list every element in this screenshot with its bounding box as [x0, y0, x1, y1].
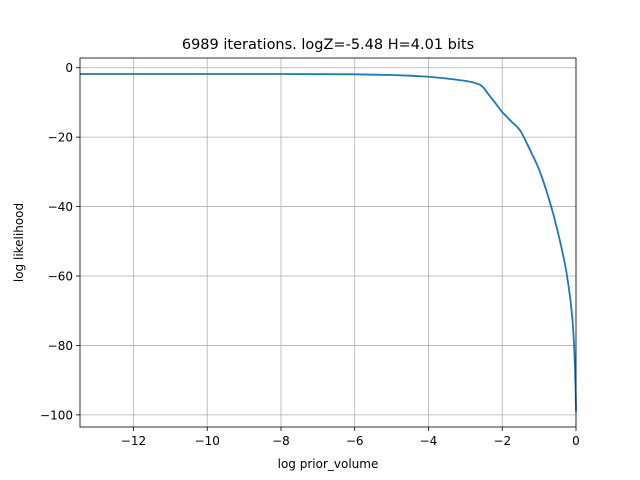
- x-axis-label: log prior_volume: [278, 457, 379, 471]
- grid: [80, 58, 577, 427]
- y-tick-label: −20: [48, 131, 73, 145]
- x-tick-label: −8: [272, 434, 290, 448]
- x-tick-label: −10: [195, 434, 220, 448]
- chart-title: 6989 iterations. logZ=-5.48 H=4.01 bits: [182, 37, 474, 53]
- x-tick-label: −12: [121, 434, 146, 448]
- y-tick-label: 0: [65, 61, 73, 75]
- x-tick-label: −2: [493, 434, 511, 448]
- y-tick-label: −60: [48, 269, 73, 283]
- ticks: −12 −10 −8 −6 −4 −2 00−20−40−60−80−100: [40, 61, 580, 448]
- y-axis-label: log likelihood: [12, 203, 26, 282]
- x-tick-label: 0: [572, 434, 580, 448]
- y-tick-label: −80: [48, 339, 73, 353]
- x-tick-label: −4: [420, 434, 438, 448]
- series-layer: [80, 73, 577, 412]
- series-line: [80, 73, 577, 412]
- y-tick-label: −100: [40, 408, 73, 422]
- x-tick-label: −6: [346, 434, 364, 448]
- y-tick-label: −40: [48, 200, 73, 214]
- plot-frame: [79, 57, 577, 428]
